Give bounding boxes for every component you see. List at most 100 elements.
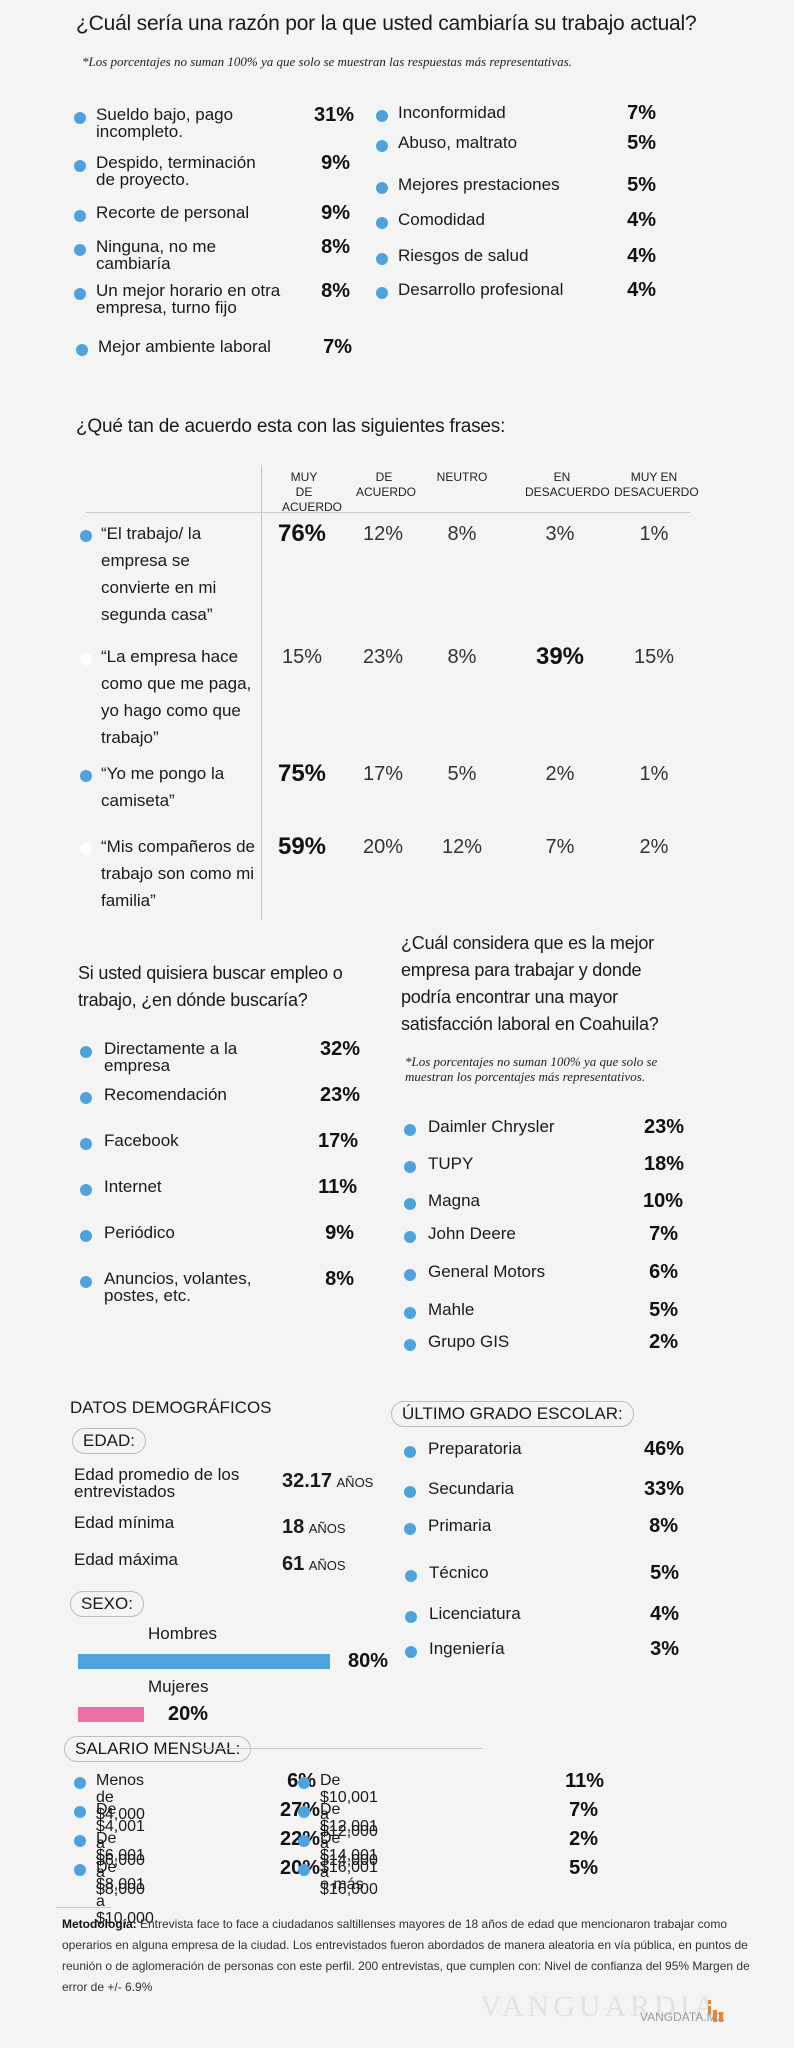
women-bar	[78, 1707, 144, 1722]
table-cell: 76%	[277, 520, 327, 547]
watermark: VANGUARDIA	[480, 1990, 720, 2023]
women-label: Mujeres	[148, 1677, 209, 1696]
bullet-icon	[405, 1646, 417, 1658]
sex-pill: SEXO:	[70, 1591, 144, 1617]
section4-title: ¿Cuál considera que es la mejor empresa …	[401, 933, 659, 1034]
bullet-icon	[404, 1307, 416, 1319]
bullet-icon	[80, 1230, 92, 1242]
item-label: De $10,001 a $12,000	[320, 1772, 378, 1840]
item-value: 18%	[643, 1153, 684, 1175]
item-value: 4%	[627, 245, 656, 267]
item-label: TUPY	[428, 1154, 474, 1173]
item-value: 11%	[318, 1176, 357, 1198]
statement-label: “El trabajo/ la empresa se convierte en …	[101, 524, 217, 624]
item-label: John Deere	[428, 1224, 516, 1243]
item-label: Técnico	[429, 1563, 489, 1582]
item-label: Licenciatura	[429, 1604, 521, 1623]
table-cell: 5%	[447, 763, 477, 785]
statement-label: “Mis compañeros de trabajo son como mi f…	[101, 837, 256, 910]
item-label: Recorte de personal	[96, 203, 250, 222]
bullet-icon	[404, 1124, 416, 1136]
bullet-icon	[80, 1046, 92, 1058]
item-label: Anuncios, volantes, postes, etc.	[104, 1269, 252, 1305]
table-cell: 15%	[281, 646, 323, 668]
bullet-icon	[405, 1611, 417, 1623]
col-header: NEUTRO	[436, 470, 488, 484]
item-label: De $14,001 a $16,000	[320, 1830, 378, 1898]
section4-note: *Los porcentajes no suman 100% ya que so…	[405, 1054, 658, 1084]
bullet-icon	[376, 140, 388, 152]
table-cell: 8%	[447, 646, 477, 668]
age-number: 32.17	[282, 1470, 333, 1492]
item-value: 8%	[321, 236, 350, 258]
bullet-icon	[74, 288, 86, 300]
item-value: 5%	[650, 1562, 679, 1584]
bullet-icon	[80, 1092, 92, 1104]
col-header: EN DESACUERDO	[525, 470, 610, 499]
item-value: 5%	[627, 174, 656, 196]
bullet-icon	[298, 1864, 310, 1876]
age-number: 61	[282, 1553, 305, 1575]
table-cell: 23%	[362, 646, 404, 668]
item-value: 9%	[325, 1222, 354, 1244]
item-label: Secundaria	[428, 1479, 515, 1498]
bullet-icon	[404, 1446, 416, 1458]
statement-label: “La empresa hace como que me paga, yo ha…	[101, 647, 252, 747]
item-label: Internet	[104, 1177, 162, 1196]
age-unit: AÑOS	[336, 1475, 374, 1490]
item-value: 22%	[256, 1828, 320, 1851]
item-value: 31%	[313, 104, 354, 126]
logo-bar	[719, 2012, 723, 2022]
col-header: MUY DE ACUERDO	[282, 470, 343, 514]
methodology-body: Entrevista face to face a ciudadanos sal…	[62, 1917, 750, 1994]
demographics-title: DATOS DEMOGRÁFICOS	[70, 1398, 272, 1417]
section1-title: ¿Cuál sería una razón por la que usted c…	[76, 12, 697, 35]
bullet-icon	[404, 1486, 416, 1498]
age-label: Edad promedio de los entrevistados	[74, 1465, 240, 1501]
item-label: Magna	[428, 1191, 480, 1210]
table-cell: 12%	[362, 523, 404, 545]
table-cell: 2%	[545, 763, 575, 785]
section2-title: ¿Qué tan de acuerdo esta con las siguien…	[76, 416, 506, 437]
bullet-icon	[74, 112, 86, 124]
vangdata-logo-icon	[708, 2000, 724, 2022]
item-value: 6%	[649, 1261, 678, 1283]
item-label: Mahle	[428, 1300, 475, 1319]
item-value: 2%	[649, 1331, 678, 1353]
bullet-icon	[298, 1777, 310, 1789]
bullet-icon	[74, 1864, 86, 1876]
table-cell: 8%	[447, 523, 477, 545]
item-value: 23%	[643, 1116, 684, 1138]
item-value: 4%	[627, 209, 656, 231]
bullet-icon	[404, 1198, 416, 1210]
item-label: De $12,001 a $14,000	[320, 1801, 378, 1869]
item-value: 4%	[650, 1603, 679, 1625]
table-cell: 1%	[639, 523, 669, 545]
table-cell: 15%	[633, 646, 675, 668]
table-header-divider	[86, 512, 690, 513]
bullet-icon	[80, 1138, 92, 1150]
item-value: 8%	[649, 1515, 678, 1537]
bullet-icon	[376, 110, 388, 122]
bullet-icon	[404, 1523, 416, 1535]
table-cell: 2%	[639, 836, 669, 858]
item-value: 5%	[649, 1299, 678, 1321]
bullet-icon	[80, 1184, 92, 1196]
item-value: 7%	[323, 336, 352, 358]
table-cell: 17%	[362, 763, 404, 785]
item-value: 2%	[569, 1828, 598, 1850]
women-value: 20%	[167, 1703, 208, 1725]
bullet-icon	[80, 843, 92, 855]
item-label: Daimler Chrysler	[428, 1117, 555, 1136]
col-header: MUY EN DESACUERDO	[614, 470, 699, 499]
item-label: Un mejor horario en otra empresa, turno …	[96, 281, 281, 317]
bullet-icon	[80, 653, 92, 665]
item-label: Despido, terminación de proyecto.	[96, 153, 256, 189]
item-value: 20%	[256, 1857, 320, 1880]
age-label: Edad máxima	[74, 1550, 178, 1569]
age-pill: EDAD:	[72, 1428, 146, 1454]
bullet-icon	[404, 1231, 416, 1243]
item-label: Sueldo bajo, pago incompleto.	[96, 105, 234, 141]
item-value: 17%	[317, 1130, 358, 1152]
men-label: Hombres	[148, 1624, 217, 1643]
